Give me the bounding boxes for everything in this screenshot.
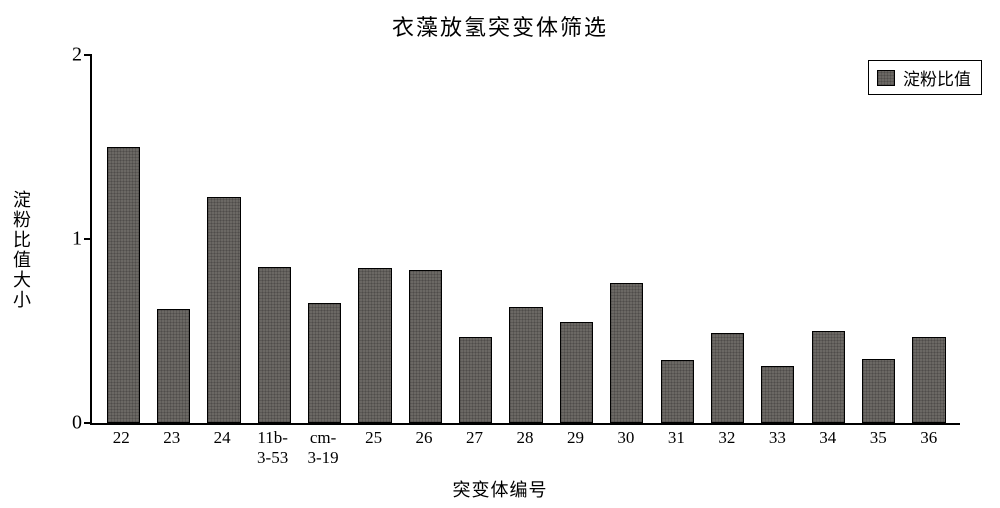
bar [308,303,341,423]
bar-slot [753,55,803,423]
bar [409,270,442,423]
bar-slot [803,55,853,423]
x-tick-label: 29 [550,428,600,467]
bar-slot [551,55,601,423]
bar [459,337,492,423]
bar-slot [853,55,903,423]
x-tick-labels: 22232411b- 3-53cm- 3-1925262728293031323… [90,428,960,467]
bar [258,267,291,423]
x-tick-label: 22 [96,428,146,467]
x-tick-label: 23 [146,428,196,467]
bar [862,359,895,423]
x-tick-label: 24 [197,428,247,467]
x-tick-label: 11b- 3-53 [247,428,297,467]
bar [560,322,593,423]
bar-slot [904,55,954,423]
bar-slot [400,55,450,423]
x-tick-label: 27 [449,428,499,467]
y-tick-label: 2 [72,44,82,67]
bar [207,197,240,423]
chart-title: 衣藻放氢突变体筛选 [0,10,1000,42]
bar [107,147,140,423]
bar [711,333,744,423]
bar-slot [602,55,652,423]
bar-slot [652,55,702,423]
bar-slot [702,55,752,423]
bar [761,366,794,423]
x-tick-label: 25 [348,428,398,467]
x-tick-label: 26 [399,428,449,467]
x-tick-label: 34 [803,428,853,467]
bar [661,360,694,423]
bar [912,337,945,423]
y-tick-mark [84,238,92,240]
y-tick-mark [84,422,92,424]
bar-slot [249,55,299,423]
legend-label: 淀粉比值 [903,65,971,90]
bars-group [92,55,960,423]
y-tick-label: 0 [72,412,82,435]
y-tick-mark [84,54,92,56]
legend-swatch [877,70,895,86]
x-tick-label: 35 [853,428,903,467]
y-tick-label: 1 [72,228,82,251]
bar-slot [199,55,249,423]
x-tick-label: 30 [601,428,651,467]
x-tick-label: 31 [651,428,701,467]
bar [610,283,643,423]
bar-slot [299,55,349,423]
x-axis-label: 突变体编号 [0,476,1000,502]
x-tick-label: 28 [500,428,550,467]
x-tick-label: 36 [904,428,954,467]
x-tick-label: 32 [702,428,752,467]
bar-slot [98,55,148,423]
legend: 淀粉比值 [868,60,982,95]
bar [812,331,845,423]
bar-slot [501,55,551,423]
bar-slot [451,55,501,423]
x-tick-label: cm- 3-19 [298,428,348,467]
y-axis-label: 淀粉比值大小 [8,190,34,310]
bar-slot [350,55,400,423]
bar [358,268,391,423]
bar-slot [148,55,198,423]
plot-area: 012 [90,55,960,425]
chart-container: 衣藻放氢突变体筛选 淀粉比值大小 012 22232411b- 3-53cm- … [0,0,1000,508]
bar [157,309,190,423]
bar [509,307,542,423]
x-tick-label: 33 [752,428,802,467]
